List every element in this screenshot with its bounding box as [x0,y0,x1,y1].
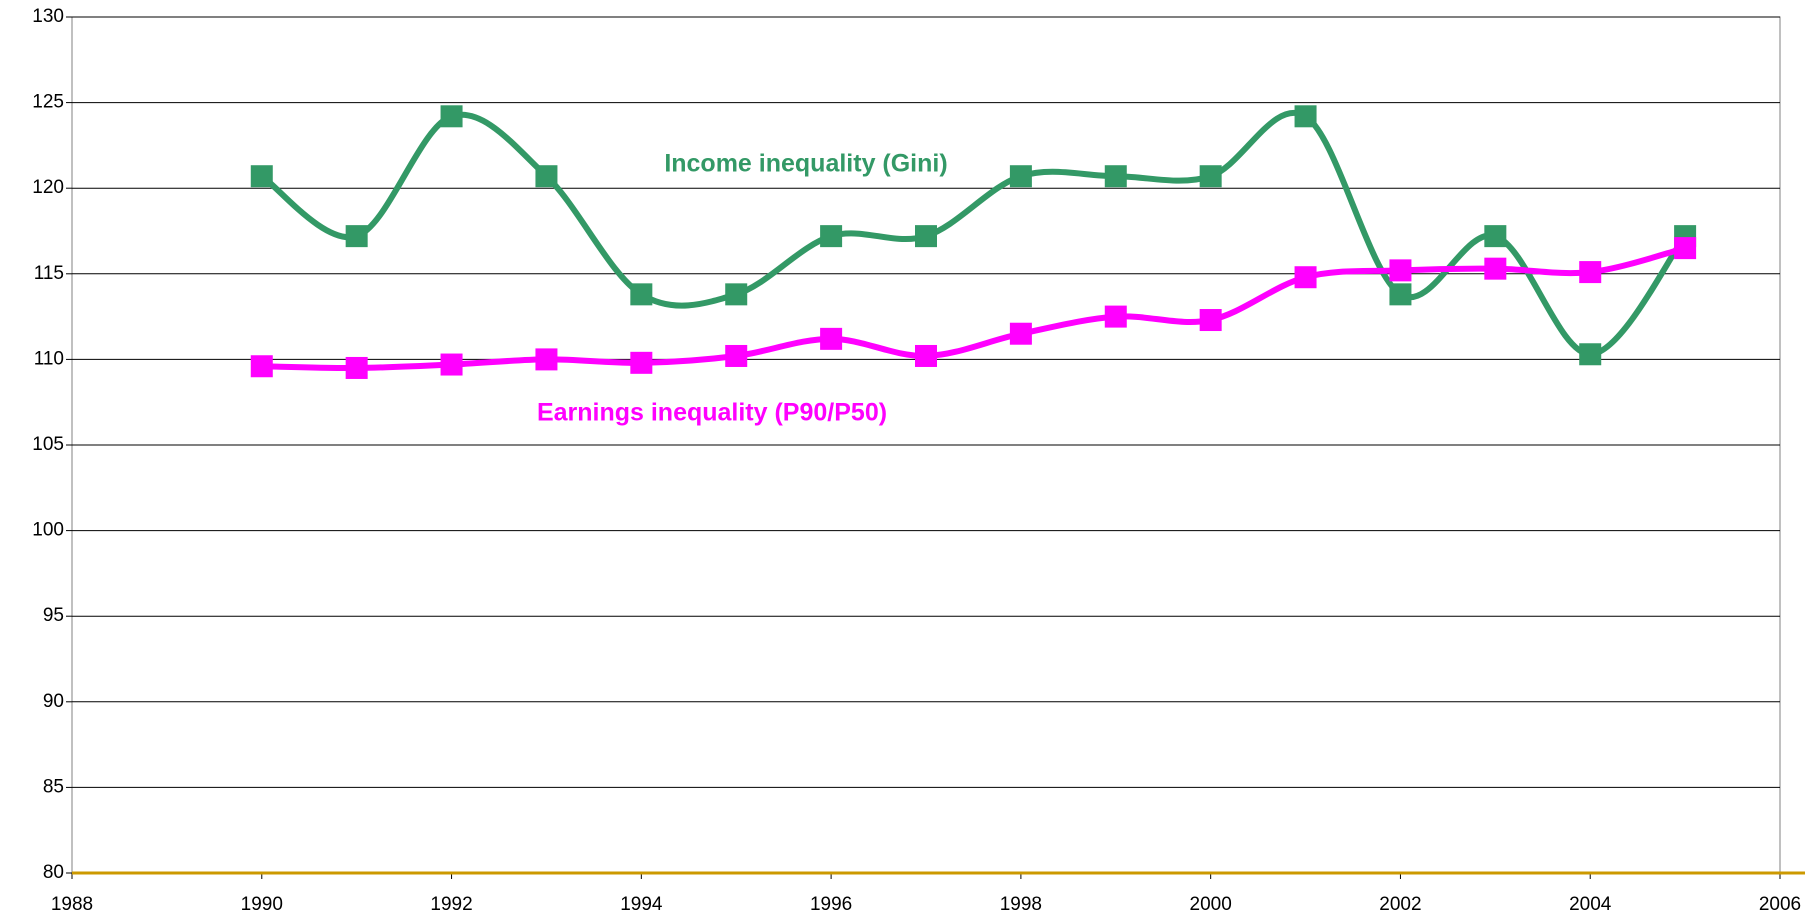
y-tick-label: 95 [43,605,64,626]
y-tick-label: 85 [43,776,64,797]
marker [1484,257,1507,280]
series-line [260,110,1688,358]
series-label: Income inequality (Gini) [664,150,947,178]
marker [1199,309,1222,332]
y-tick-label: 105 [32,434,64,455]
x-tick-label: 1998 [1000,894,1042,915]
marker [1294,105,1317,128]
marker [345,225,368,248]
marker [1389,283,1412,306]
marker [1009,322,1032,345]
marker [915,344,937,367]
marker [1389,259,1412,282]
x-tick-label: 2006 [1759,894,1801,915]
x-tick-label: 1996 [810,894,852,915]
marker [1579,343,1602,366]
marker [1199,165,1222,188]
marker [1104,305,1127,328]
y-tick-label: 125 [32,92,64,113]
x-tick-label: 1988 [51,894,93,915]
y-tick-label: 130 [32,6,64,27]
series-label: Earnings inequality (P90/P50) [537,399,887,427]
x-tick-label: 1992 [430,894,472,915]
y-tick-label: 115 [34,263,64,284]
marker [630,351,653,374]
y-tick-label: 100 [32,520,64,541]
x-tick-label: 1990 [241,894,283,915]
marker [1674,237,1697,260]
marker [440,105,463,128]
series-line [261,245,1686,371]
marker [535,165,558,188]
marker [915,225,937,248]
marker [820,327,843,350]
y-tick-label: 90 [43,691,64,712]
marker [1009,165,1032,188]
marker [725,283,748,306]
marker [1104,165,1127,188]
y-tick-label: 80 [43,862,64,883]
marker [345,356,368,379]
x-tick-label: 2004 [1569,894,1612,915]
marker [1294,266,1317,289]
marker [820,225,843,248]
marker [630,283,653,306]
marker [725,344,748,367]
marker [1579,261,1602,284]
marker [535,348,558,371]
x-tick-label: 1994 [620,894,663,915]
marker [440,353,463,376]
x-tick-label: 2002 [1379,894,1421,915]
y-tick-label: 120 [32,177,64,198]
x-tick-label: 2000 [1190,894,1232,915]
y-tick-label: 110 [34,348,64,369]
marker [250,165,273,188]
marker [1484,225,1507,248]
marker [250,355,273,378]
